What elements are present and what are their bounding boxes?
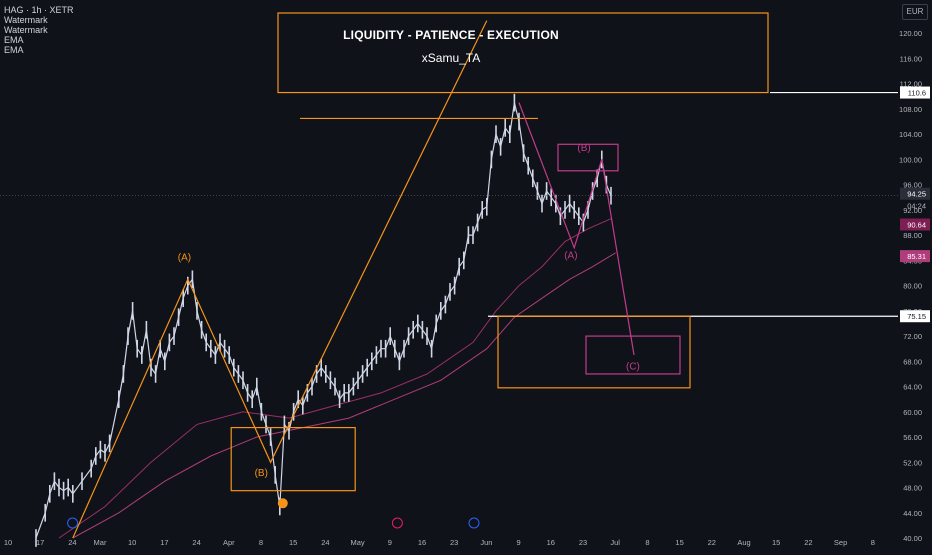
y-tick-label: 64.00 (903, 383, 922, 392)
level-bottom-tag-bg (900, 310, 930, 323)
y-tick-label: 112.00 (900, 80, 922, 89)
price-axis: 40.00 44.00 48.00 52.00 56.00 60.00 64.00 68.00… (899, 29, 922, 543)
x-tick-label: 16 (418, 538, 426, 547)
x-tick-label: 9 (388, 538, 392, 547)
x-tick-label: 15 (289, 538, 297, 547)
x-tick-label: 23 (579, 538, 587, 547)
x-tick-label: Mar (94, 538, 107, 547)
x-tick-label: 22 (804, 538, 812, 547)
legend-ema-2[interactable]: EMA (4, 45, 24, 55)
x-tick-label: 8 (645, 538, 649, 547)
y-tick-label: 56.00 (903, 433, 922, 442)
wave-label-orange-b: (B) (255, 468, 268, 479)
current-price-tag-bg (900, 187, 930, 200)
y-tick-label: 52.00 (903, 458, 922, 467)
x-tick-label: Apr (223, 538, 235, 547)
currency-button[interactable]: EUR (902, 4, 928, 20)
pink-box-c (585, 335, 681, 375)
x-tick-label: 24 (192, 538, 200, 547)
legend-watermark-2[interactable]: Watermark (4, 25, 48, 35)
current-price-tag: 94.25 (907, 190, 926, 199)
y-tick-label: 68.00 (903, 357, 922, 366)
ema-fast-line (58, 218, 612, 539)
wave-label-pink-b: (B) (577, 143, 590, 154)
x-tick-label: 10 (4, 538, 12, 547)
x-tick-label: Jul (610, 538, 620, 547)
orange-box-title (277, 12, 769, 94)
x-tick-label: 24 (68, 538, 76, 547)
y-tick-label: 60.00 (903, 408, 922, 417)
y-tick-label: 48.00 (903, 484, 922, 493)
y-tick-label: 72.00 (903, 332, 922, 341)
orange-box-target (497, 315, 691, 389)
y-tick-label: 108.00 (899, 105, 922, 114)
ema-fast-tag-bg (900, 218, 930, 231)
orange-dot (277, 498, 288, 509)
level-top-tag-bg (900, 86, 930, 99)
x-tick-label: 10 (128, 538, 136, 547)
ema-slow-tag: 85.31 (907, 252, 926, 261)
y-tick-label: 88.00 (903, 231, 922, 240)
legend-watermark-1[interactable]: Watermark (4, 15, 48, 25)
x-tick-label: 9 (517, 538, 521, 547)
x-tick-label: 8 (259, 538, 263, 547)
wave-label-orange-a: (A) (178, 252, 191, 263)
y-tick-label: 92.00 (903, 206, 922, 215)
orange-wave (72, 20, 488, 539)
x-tick-label: 23 (450, 538, 458, 547)
level-bottom-tag: 75.15 (907, 312, 926, 321)
x-tick-label: 24 (321, 538, 329, 547)
wave-label-pink-a: (A) (564, 250, 577, 261)
x-tick-label: Aug (737, 538, 750, 547)
y-tick-label: 96.00 (903, 181, 922, 190)
ema-slow-line (72, 252, 616, 539)
y-tick-label: 80.00 (903, 282, 922, 291)
event-marker (67, 517, 79, 529)
pink-wave (518, 102, 635, 356)
x-tick-label: 15 (675, 538, 683, 547)
y-tick-label: 44.00 (903, 509, 922, 518)
y-tick-label: 116.00 (900, 54, 922, 63)
countdown-label: 04:24 (907, 202, 926, 211)
x-tick-label: 22 (708, 538, 716, 547)
orange-box-b (230, 426, 356, 492)
event-marker (391, 517, 403, 529)
x-tick-label: May (351, 538, 365, 547)
x-tick-label: Jun (480, 538, 492, 547)
time-axis: 10 17 24 Mar 10 17 24 Apr 8 15 24 May 9 16 23 Jun 9 16 23 J… (4, 538, 875, 547)
x-tick-label: 17 (36, 538, 44, 547)
x-tick-label: 16 (547, 538, 555, 547)
y-tick-label: 100.00 (899, 155, 922, 164)
annotation-author: xSamu_TA (421, 51, 481, 65)
x-tick-label: Sep (834, 538, 847, 547)
annotation-title: LIQUIDITY - PATIENCE - EXECUTION (343, 28, 559, 42)
x-tick-label: 17 (160, 538, 168, 547)
wave-label-pink-c: (C) (626, 362, 640, 373)
ema-fast-tag: 90.64 (907, 220, 926, 229)
y-tick-label: 40.00 (903, 534, 922, 543)
legend-ema-1[interactable]: EMA (4, 35, 24, 45)
x-tick-label: 8 (871, 538, 875, 547)
chart-legend: HAG · 1h · XETR Watermark Watermark EMA … (4, 5, 74, 55)
y-tick-label: 120.00 (899, 29, 922, 38)
ema-slow-tag-bg (900, 250, 930, 263)
y-tick-label: 104.00 (899, 130, 922, 139)
pink-box-b (557, 143, 619, 172)
level-top-tag: 110.6 (908, 89, 926, 98)
symbol-label[interactable]: HAG · 1h · XETR (4, 5, 74, 15)
event-marker (468, 517, 480, 529)
x-tick-label: 15 (772, 538, 780, 547)
